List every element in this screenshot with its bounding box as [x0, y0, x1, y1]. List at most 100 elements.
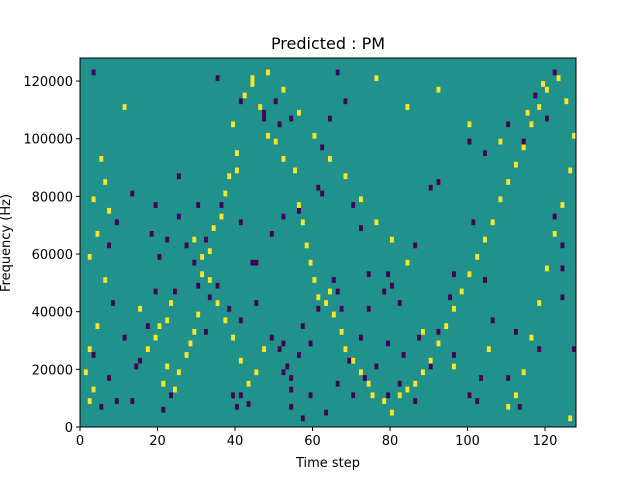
- heatmap-cell-high: [506, 179, 511, 185]
- heatmap-cell-high: [262, 346, 267, 353]
- heatmap-cell-low: [277, 346, 282, 353]
- heatmap-cell-low: [99, 403, 104, 410]
- y-tick-label: 0: [65, 421, 73, 436]
- heatmap-cell-low: [521, 138, 526, 145]
- heatmap-cell-low: [107, 375, 112, 381]
- y-tick-label: 20000: [32, 363, 73, 378]
- heatmap-cell-high: [266, 69, 270, 76]
- heatmap-cell-low: [145, 323, 150, 329]
- heatmap-cell-high: [188, 340, 193, 347]
- heatmap-cell-low: [533, 92, 538, 99]
- heatmap-cell-low: [269, 230, 274, 237]
- heatmap-cell-low: [328, 115, 332, 122]
- heatmap-cell-high: [235, 167, 239, 174]
- heatmap-cell-high: [304, 242, 309, 249]
- y-tick-label: 100000: [23, 133, 73, 148]
- heatmap-cell-high: [258, 104, 263, 110]
- heatmap-cell-high: [405, 386, 410, 393]
- heatmap-cell-high: [459, 288, 464, 295]
- heatmap-cell-low: [320, 190, 325, 197]
- heatmap-cell-low: [560, 265, 565, 272]
- y-tick-label: 60000: [32, 248, 73, 263]
- x-tick-label: 100: [455, 434, 480, 449]
- heatmap-cell-low: [192, 259, 197, 266]
- heatmap-cell-low: [215, 75, 220, 82]
- heatmap-cell-high: [161, 380, 166, 387]
- heatmap-cell-high: [293, 167, 298, 174]
- heatmap-cell-high: [436, 340, 441, 347]
- heatmap-cell-high: [529, 334, 534, 341]
- heatmap-cell-low: [262, 115, 267, 122]
- heatmap-cell-high: [568, 415, 573, 422]
- heatmap-cell-high: [374, 75, 379, 82]
- heatmap-cell-high: [165, 317, 170, 324]
- heatmap-cell-high: [560, 202, 565, 208]
- heatmap-cell-high: [370, 392, 375, 399]
- heatmap-cell-low: [107, 242, 112, 249]
- heatmap-cell-low: [428, 184, 433, 191]
- heatmap-cell-low: [552, 213, 557, 220]
- plot-area: [79, 57, 577, 428]
- heatmap-cell-high: [192, 328, 197, 335]
- heatmap-cell-low: [138, 357, 143, 364]
- heatmap-cell-low: [114, 219, 119, 226]
- heatmap-cell-high: [331, 311, 336, 318]
- y-axis-label: Frequency (Hz): [0, 194, 14, 292]
- heatmap-cell-low: [308, 392, 313, 399]
- heatmap-cell-low: [320, 144, 325, 151]
- heatmap-cell-low: [490, 317, 495, 324]
- heatmap-cell-high: [328, 288, 332, 295]
- y-tick-label: 40000: [32, 306, 73, 321]
- heatmap-cell-low: [235, 403, 239, 410]
- heatmap-cell-high: [529, 121, 534, 128]
- heatmap-cell-high: [103, 179, 108, 185]
- heatmap-cell-low: [153, 202, 158, 208]
- heatmap-background: [80, 58, 576, 427]
- heatmap-cell-high: [219, 213, 224, 220]
- plot-frame: [79, 57, 577, 428]
- heatmap-cell-high: [184, 352, 189, 358]
- heatmap-cell-low: [335, 69, 340, 76]
- x-tick-label: 40: [227, 434, 244, 449]
- heatmap-cell-high: [215, 300, 220, 306]
- heatmap-cell-low: [471, 219, 476, 226]
- heatmap-cell-high: [452, 305, 456, 312]
- heatmap-cell-high: [514, 161, 518, 168]
- heatmap-cell-low: [448, 294, 453, 301]
- heatmap-cell-low: [300, 415, 305, 422]
- heatmap-cell-high: [390, 409, 394, 416]
- heatmap-cell-low: [238, 392, 243, 399]
- heatmap-cell-high: [235, 150, 239, 157]
- heatmap-cell-low: [335, 380, 340, 387]
- heatmap-cell-high: [486, 346, 491, 353]
- heatmap-cell-low: [114, 398, 119, 404]
- heatmap-cell-low: [413, 398, 418, 404]
- heatmap-cell-low: [281, 369, 286, 376]
- heatmap-cell-high: [192, 236, 197, 243]
- heatmap-cell-high: [475, 254, 480, 260]
- heatmap-cell-low: [475, 398, 480, 404]
- heatmap-cell-low: [386, 340, 391, 347]
- heatmap-cell-low: [483, 277, 487, 283]
- heatmap-cell-high: [223, 190, 228, 197]
- heatmap-cell-high: [467, 271, 472, 278]
- heatmap-cell-high: [87, 398, 92, 404]
- heatmap-cell-low: [204, 236, 208, 243]
- heatmap-cell-high: [281, 86, 286, 93]
- heatmap-cell-low: [289, 375, 294, 381]
- heatmap-cell-low: [506, 121, 511, 128]
- heatmap-cell-high: [91, 386, 96, 393]
- chart-title: Predicted : PM: [271, 34, 385, 53]
- heatmap-cell-low: [374, 363, 379, 370]
- heatmap-cell-low: [91, 69, 96, 76]
- heatmap-cell-high: [153, 334, 158, 341]
- heatmap-cell-low: [204, 328, 208, 335]
- heatmap-cell-high: [145, 346, 150, 353]
- heatmap-cell-high: [242, 92, 247, 99]
- heatmap-cell-low: [246, 401, 251, 407]
- heatmap-cell-low: [452, 271, 456, 278]
- heatmap-cell-high: [564, 98, 569, 105]
- heatmap-cell-high: [545, 86, 549, 93]
- heatmap-cell-low: [111, 300, 115, 306]
- heatmap-cell-low: [324, 409, 329, 416]
